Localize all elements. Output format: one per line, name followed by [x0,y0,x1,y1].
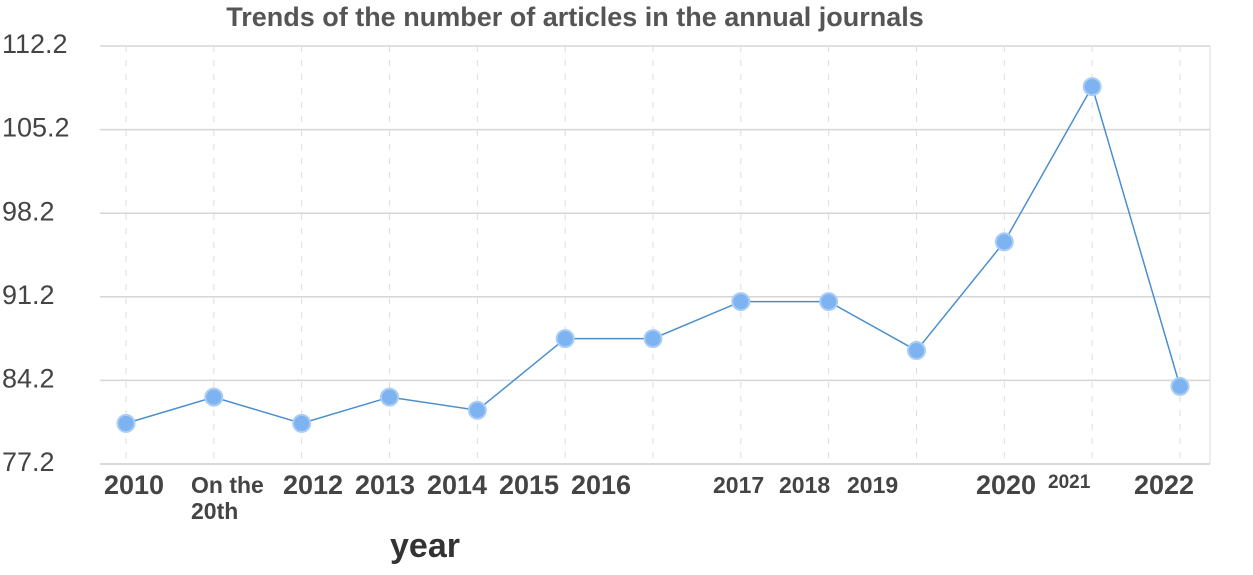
point [907,341,926,361]
x-tick-label: 2022 [1134,470,1195,500]
point [994,232,1014,252]
x-tick-label: 2014 [427,470,488,500]
chart-title: Trends of the number of articles in the … [226,2,924,32]
x-tick-label: 2010 [104,470,165,500]
y-tick-label: 112.2 [2,29,68,59]
x-tick-label: On the 20th [191,472,264,524]
x-tick-label: 2015 [499,470,560,500]
x-tick-label: 2013 [355,470,416,500]
x-tick-label: 2021 [1048,472,1091,493]
x-tick-label: 2016 [571,470,632,500]
y-tick-label: 105.2 [2,113,70,143]
point [467,400,487,420]
point [380,387,399,407]
point [555,329,575,349]
x-axis-title: year [390,527,460,565]
point [1170,376,1190,396]
point [731,292,751,312]
x-tick-label: 2018 [779,472,831,498]
point [819,292,839,312]
x-tick-label: 2019 [847,472,899,498]
point [643,329,663,349]
y-tick-label: 77.2 [2,447,55,477]
point [116,413,136,433]
point [292,413,312,433]
y-tick-label: 98.2 [2,196,55,226]
y-tick-label: 84.2 [2,364,55,394]
x-tick-label: 2017 [713,472,765,498]
point [1082,77,1102,97]
x-tick-label: 2012 [283,470,344,500]
y-tick-label: 91.2 [2,280,55,310]
point [204,387,224,407]
x-tick-label: 2020 [976,470,1037,500]
